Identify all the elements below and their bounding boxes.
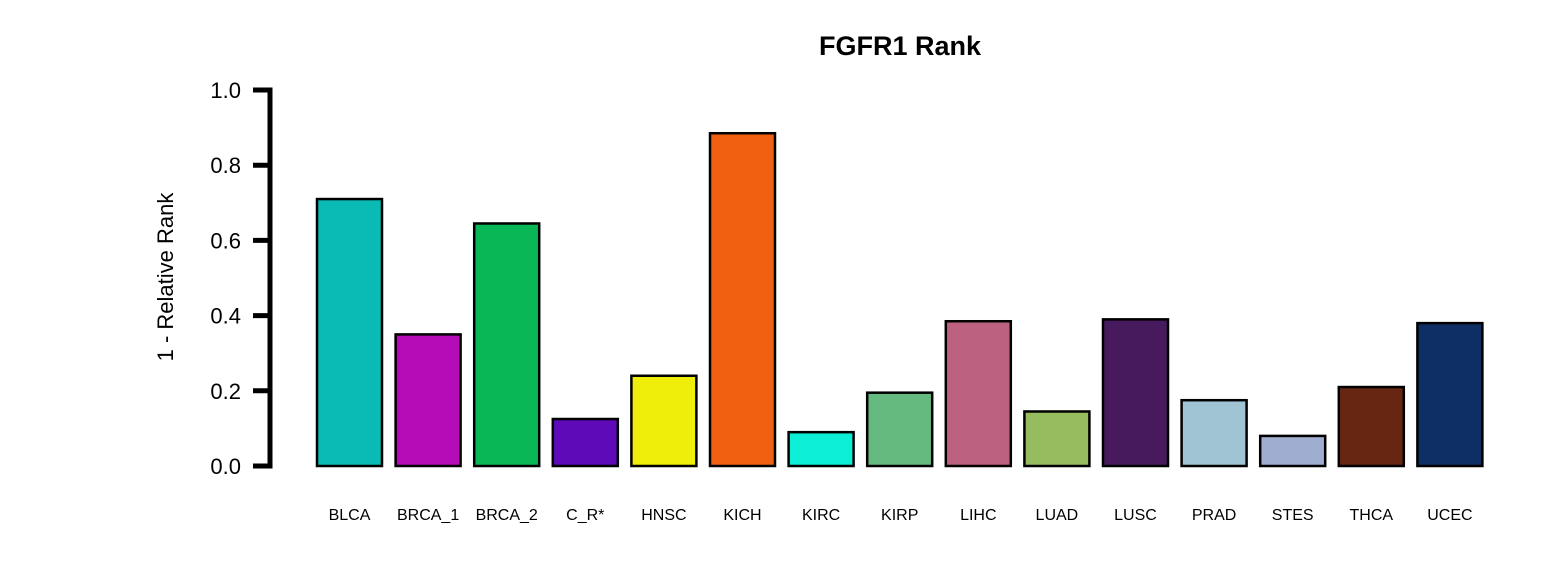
bar-brca-2 [472,222,541,468]
y-axis-label: 1 - Relative Rank [153,192,178,362]
bar-hnsc [630,374,698,468]
bar-lusc [1101,318,1170,468]
bar-thca [1337,385,1406,468]
bar-kirp [865,391,934,468]
x-tick-label: UCEC [1427,507,1472,524]
x-tick-label: THCA [1350,507,1394,524]
x-tick-label: LUAD [1036,507,1079,524]
bar-ucec [1416,321,1484,468]
x-tick-label: LIHC [960,507,996,524]
x-tick-label: BLCA [329,507,371,524]
y-tick-label: 0.8 [210,153,241,178]
x-tick-label: KICH [723,507,761,524]
y-tick-label: 0.0 [210,454,241,479]
y-tick-label: 1.0 [210,78,241,103]
x-axis-labels: BLCA BRCA_1 BRCA_2 C_R* HNSC KICH KIRC KIRP LIHC… [329,507,1473,524]
bar-stes [1258,434,1327,468]
bars [315,131,1484,468]
bar-lihc [944,319,1013,468]
y-tick-label: 0.4 [210,304,241,329]
bar-c-r- [551,417,620,468]
y-axis: 0.0 0.2 0.4 0.6 0.8 1.0 [210,78,273,479]
bar-prad [1180,398,1248,468]
bar-kich [708,131,777,468]
y-tick-label: 0.2 [210,379,241,404]
y-tick-label: 0.6 [210,228,241,253]
x-tick-label: HNSC [641,507,686,524]
bar-kirc [787,430,855,468]
x-tick-label: KIRP [881,507,918,524]
x-tick-label: STES [1272,507,1314,524]
bar-brca-1 [394,333,462,468]
x-tick-label: C_R* [566,507,604,524]
bar-luad [1023,410,1091,468]
x-tick-label: BRCA_2 [476,507,538,524]
x-tick-label: LUSC [1114,507,1157,524]
x-tick-label: BRCA_1 [397,507,459,524]
x-tick-label: PRAD [1192,507,1236,524]
chart-title: FGFR1 Rank [819,31,982,61]
x-tick-label: KIRC [802,507,840,524]
bar-blca [315,197,384,468]
